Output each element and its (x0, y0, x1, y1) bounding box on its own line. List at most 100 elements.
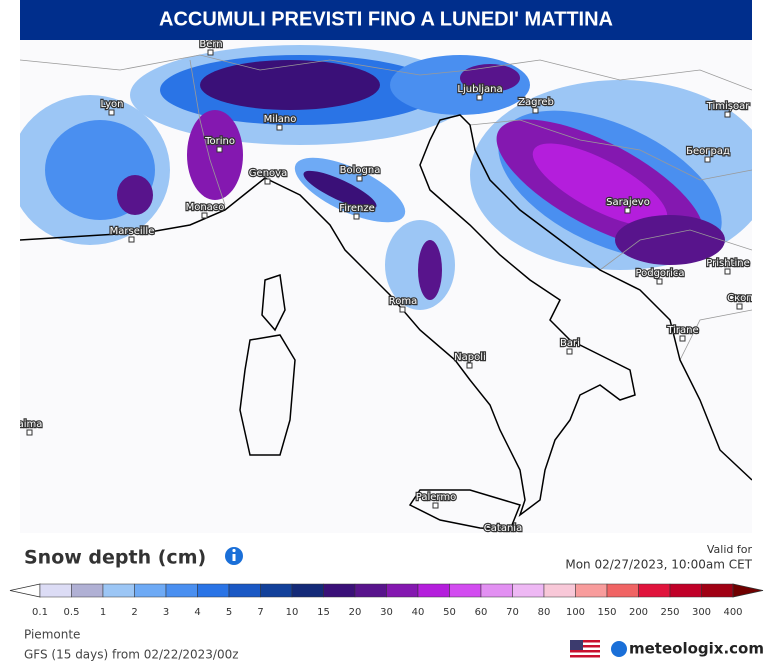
scale-label: 60 (475, 607, 488, 618)
city-marker (476, 94, 483, 101)
city-label: Marseille (110, 226, 155, 237)
city-label: Bologna (340, 165, 381, 176)
scale-box (543, 583, 576, 598)
city-label: Tirane (666, 325, 698, 336)
scale-label: 4 (194, 607, 200, 618)
city-marker (264, 178, 271, 185)
valid-time: Mon 02/27/2023, 10:00am CET (565, 558, 752, 572)
city-label: Milano (264, 114, 297, 125)
scale-box (102, 583, 135, 598)
city-label: Ljubljana (457, 84, 502, 95)
scale-box (512, 583, 545, 598)
scale-label: 100 (566, 607, 585, 618)
snow-field (20, 45, 752, 310)
scale-box (480, 583, 513, 598)
city-label: Timișoar (706, 101, 751, 112)
city-label: Palermo (416, 492, 456, 503)
scale-box (291, 583, 324, 598)
scale-box (323, 583, 356, 598)
scale-label: 40 (412, 607, 425, 618)
city-label: Скоп (727, 293, 753, 304)
city-label: Monaco (186, 202, 225, 213)
city-marker (108, 109, 115, 116)
city-label: Roma (389, 296, 418, 307)
scale-label: 250 (660, 607, 679, 618)
scale-label: 0.1 (32, 607, 48, 618)
city-marker (704, 156, 711, 163)
scale-label: 10 (286, 607, 299, 618)
scale-label: 5 (226, 607, 232, 618)
scale-label: 200 (629, 607, 648, 618)
city-marker (26, 429, 33, 436)
city-marker (216, 146, 223, 153)
scale-label: 300 (692, 607, 711, 618)
scale-label: 15 (317, 607, 330, 618)
city-label: Prishtine (706, 258, 749, 269)
valid-label: Valid for (707, 543, 753, 556)
scale-above-arrow (732, 583, 764, 598)
brand[interactable]: meteologix.com (629, 640, 764, 658)
scale-box (449, 583, 482, 598)
scale-label: 400 (723, 607, 742, 618)
city-marker (724, 111, 731, 118)
city-marker (724, 268, 731, 275)
scale-box (354, 583, 387, 598)
coastline (20, 114, 752, 531)
us-flag (570, 640, 600, 660)
scale-below-arrow (9, 583, 41, 598)
scale-box (386, 583, 419, 598)
city-marker (466, 362, 473, 369)
scale-box (606, 583, 639, 598)
scale-box (638, 583, 671, 598)
scale-box (417, 583, 450, 598)
scale-box (197, 583, 230, 598)
scale-label: 20 (349, 607, 362, 618)
city-marker (207, 49, 214, 56)
location: Piemonte (24, 628, 80, 642)
city-label: Lyon (100, 99, 123, 110)
scale-label: 0.5 (64, 607, 80, 618)
city-marker (500, 534, 505, 539)
scale-box (165, 583, 198, 598)
city-label: Torino (204, 136, 235, 147)
scale-label: 3 (163, 607, 169, 618)
scale-label: 80 (538, 607, 551, 618)
city-marker (399, 306, 406, 313)
city-label: Београд (686, 146, 730, 157)
city-marker (624, 207, 631, 214)
model-info: GFS (15 days) from 02/22/2023/00z (24, 648, 239, 662)
color-scale: 0.1 0.5 1 2 3 4 5 7 10 15 20 30 40 50 60 70 80 100 150 200 2… (9, 583, 764, 618)
city-marker (353, 213, 360, 220)
city-label: Bari (560, 338, 580, 349)
scale-box (71, 583, 104, 598)
legend-title: Snow depth (cm) (24, 547, 206, 569)
city-label: Bern (199, 39, 222, 50)
city-marker (356, 175, 363, 182)
scale-box (701, 583, 734, 598)
borders (20, 54, 752, 361)
city-label: Genova (249, 168, 287, 179)
scale-label: 2 (131, 607, 137, 618)
city-label: Zagreb (518, 97, 554, 108)
city-marker (276, 124, 283, 131)
city-marker (656, 278, 663, 285)
city-label: Sarajevo (606, 197, 650, 208)
title-bar (20, 0, 752, 40)
city-label: Napoli (454, 352, 486, 363)
city-label: aima (18, 419, 43, 430)
city-label: Podgorica (635, 268, 684, 279)
city-marker (201, 212, 208, 219)
city-label: Catania (484, 523, 522, 534)
scale-box (669, 583, 702, 598)
scale-box (260, 583, 293, 598)
city-marker (432, 502, 439, 509)
info-icon[interactable] (225, 547, 243, 565)
scale-box (228, 583, 261, 598)
scale-label: 1 (100, 607, 106, 618)
scale-label: 50 (443, 607, 456, 618)
city-marker (128, 236, 135, 243)
scale-box (134, 583, 167, 598)
scale-box (575, 583, 608, 598)
city-marker (532, 107, 539, 114)
